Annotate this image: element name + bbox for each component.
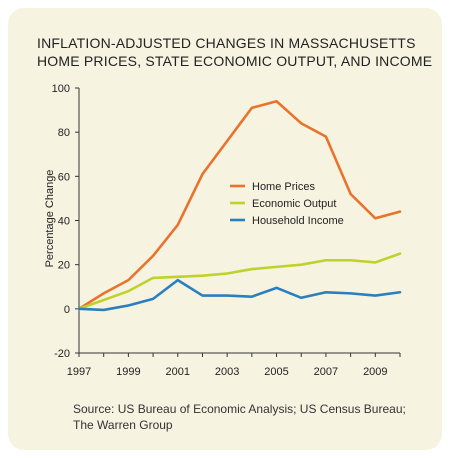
chart-title-line-2: HOME PRICES, STATE ECONOMIC OUTPUT, AND …: [37, 53, 433, 69]
y-tick-label: 80: [58, 127, 70, 139]
x-tick-label: 2007: [314, 366, 338, 378]
x-tick-label: 1997: [67, 366, 91, 378]
chart-title-line-1: INFLATION-ADJUSTED CHANGES IN MASSACHUSE…: [37, 35, 416, 51]
chart-title: INFLATION-ADJUSTED CHANGES IN MASSACHUSE…: [37, 34, 437, 70]
y-tick-label: 60: [58, 171, 70, 183]
series-lines: [77, 99, 402, 312]
y-tick-label: 40: [58, 216, 70, 228]
legend-label-home-prices: Home Prices: [252, 181, 315, 193]
y-tick-label: -20: [54, 348, 70, 360]
source-line-2: The Warren Group: [73, 418, 173, 432]
y-tick-label: 0: [64, 304, 70, 316]
legend-label-economic-output: Economic Output: [252, 198, 336, 210]
y-tick-label: 20: [58, 260, 70, 272]
chart-card: [8, 8, 442, 450]
x-tick-label: 2005: [264, 366, 288, 378]
x-tick-label: 2001: [166, 366, 190, 378]
x-tick-label: 2003: [215, 366, 239, 378]
source-note: Source: US Bureau of Economic Analysis; …: [73, 401, 433, 433]
y-axis-title: Percentage Change: [44, 170, 56, 268]
axes: -20 0 20 40 60 80 100 1997 1999 2001 2003 2005 2007 2…: [44, 83, 401, 378]
series-line-household-income: [77, 278, 402, 312]
legend: Home Prices Economic Output Household Inco…: [230, 181, 344, 227]
series-line-home-prices: [77, 99, 402, 311]
source-line-1: Source: US Bureau of Economic Analysis; …: [73, 402, 406, 416]
series-line-economic-output: [77, 252, 402, 311]
x-tick-label: 1999: [116, 366, 140, 378]
x-tick-label: 2009: [363, 366, 387, 378]
y-tick-label: 100: [52, 83, 70, 95]
legend-label-household-income: Household Income: [252, 215, 344, 227]
